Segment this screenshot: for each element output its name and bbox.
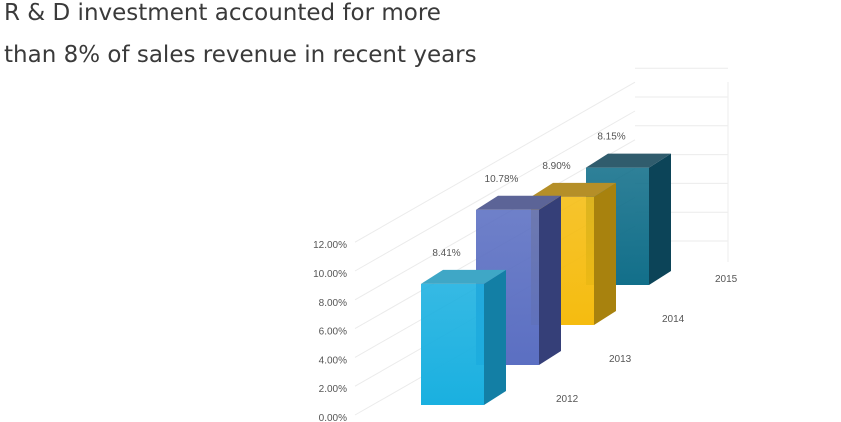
gridline: [354, 81, 636, 243]
data-label-2015: 8.15%: [597, 132, 625, 143]
bars: 8.15% 8.90% 10.78% 8.41%: [421, 132, 671, 405]
y-tick-label: 6.00%: [319, 327, 347, 338]
bar-side-2015: [649, 153, 671, 285]
y-tick-label: 4.00%: [319, 355, 347, 366]
y-tick-label: 0.00%: [319, 413, 347, 422]
y-tick-label: 10.00%: [313, 269, 347, 280]
bar-top-2012: [421, 269, 506, 284]
chart-title-line-1: R & D investment accounted for more: [4, 0, 441, 26]
y-tick-label: 12.00%: [313, 240, 347, 251]
gridline: [354, 110, 636, 272]
data-label-2012: 8.41%: [432, 248, 460, 259]
bar-side-2013: [539, 195, 561, 365]
bar-2012: 8.41%: [421, 248, 506, 405]
x-tick-label: 2012: [556, 394, 579, 405]
y-tick-label: 8.00%: [319, 298, 347, 309]
data-label-2013: 10.78%: [485, 174, 519, 185]
bar-top-2014: [531, 182, 616, 197]
x-tick-label: 2015: [715, 274, 738, 285]
x-tick-label: 2013: [609, 354, 632, 365]
bar-top-2015: [586, 153, 671, 168]
bar-side-2012: [484, 269, 506, 405]
x-axis-ticks: 2012 2013 2014 2015: [556, 274, 738, 405]
x-tick-label: 2014: [662, 314, 685, 325]
bar-top-2013: [476, 195, 561, 210]
bar-front-2012: [421, 283, 484, 405]
y-tick-label: 2.00%: [319, 384, 347, 395]
data-label-2014: 8.90%: [542, 161, 570, 172]
chart-title-line-2: than 8% of sales revenue in recent years: [4, 42, 477, 68]
bar-side-2014: [594, 182, 616, 325]
y-axis-ticks: 0.00% 2.00% 4.00% 6.00% 8.00% 10.00% 12.00%: [313, 240, 347, 422]
